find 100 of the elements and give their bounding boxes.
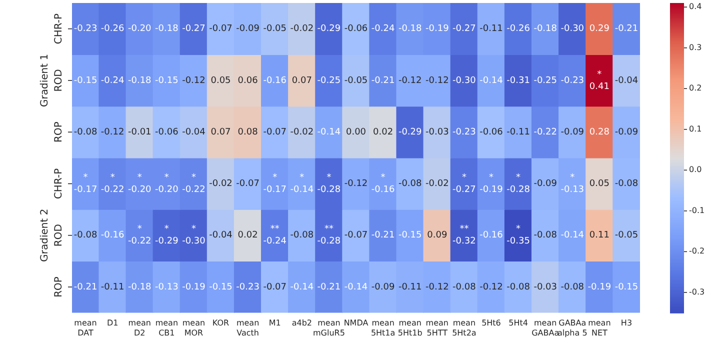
data-label: -0.08 bbox=[74, 127, 98, 138]
data-label: 0.02 bbox=[373, 127, 394, 138]
x-tick-label: mean DAT bbox=[74, 318, 97, 338]
data-label: -0.14 bbox=[344, 282, 368, 292]
data-label: -0.21 bbox=[614, 24, 638, 34]
data-label: -0.11 bbox=[506, 127, 530, 138]
data-label: -0.18 bbox=[398, 24, 422, 34]
data-label: 0.05 bbox=[210, 76, 231, 86]
data-label: -0.21 bbox=[371, 230, 395, 241]
data-label: -0.09 bbox=[614, 127, 638, 138]
data-label: -0.26 bbox=[506, 24, 530, 34]
data-label: * -0.19 bbox=[480, 173, 504, 196]
data-label: 0.02 bbox=[238, 230, 258, 241]
data-label: -0.18 bbox=[155, 24, 179, 34]
data-label: -0.19 bbox=[182, 282, 206, 292]
color-bar-label: 0.3 bbox=[689, 42, 702, 52]
color-bar-label: 0.0 bbox=[689, 165, 702, 174]
data-label: * -0.35 bbox=[506, 224, 530, 247]
data-label: -0.21 bbox=[371, 76, 395, 86]
data-label: -0.26 bbox=[100, 24, 124, 34]
x-tick-label: KOR bbox=[212, 318, 230, 328]
text: Gradient 2 bbox=[40, 208, 51, 262]
data-label: -0.19 bbox=[588, 282, 612, 292]
color-bar-label: -0.2 bbox=[689, 246, 705, 256]
x-tick-label: H3 bbox=[620, 318, 632, 328]
text: Gradient 1 bbox=[40, 54, 51, 107]
data-label: -0.07 bbox=[209, 24, 232, 34]
data-label: -0.09 bbox=[236, 24, 260, 34]
data-label: * -0.28 bbox=[506, 173, 530, 196]
data-label: 0.09 bbox=[427, 230, 448, 241]
data-label: -0.11 bbox=[398, 282, 422, 292]
x-tick-label: mean 5Ht1b bbox=[398, 318, 422, 338]
color-bar-label: -0.3 bbox=[689, 287, 705, 296]
data-label: -0.02 bbox=[209, 179, 232, 190]
color-bar-label: 0.2 bbox=[689, 84, 702, 93]
data-label: -0.07 bbox=[263, 282, 287, 292]
data-label: * -0.13 bbox=[560, 173, 584, 196]
data-label: -0.09 bbox=[534, 179, 558, 190]
data-label: -0.23 bbox=[560, 76, 584, 86]
data-label: -0.04 bbox=[182, 127, 206, 138]
data-label: -0.15 bbox=[209, 282, 232, 292]
data-label: -0.04 bbox=[614, 76, 638, 86]
x-tick-label: D1 bbox=[106, 318, 118, 328]
color-bar-label: 0.4 bbox=[689, 2, 702, 12]
data-label: -0.12 bbox=[182, 76, 206, 86]
data-label: 0.00 bbox=[346, 127, 366, 138]
data-label: -0.12 bbox=[398, 76, 422, 86]
data-label: ** -0.32 bbox=[452, 224, 476, 247]
data-label: -0.06 bbox=[155, 127, 179, 138]
data-label: -0.30 bbox=[560, 24, 584, 34]
data-label: -0.18 bbox=[128, 282, 152, 292]
color-bar-label: -0.1 bbox=[689, 206, 705, 215]
x-tick-label: NMDA bbox=[344, 318, 369, 328]
data-label: -0.05 bbox=[263, 24, 287, 34]
data-label: -0.09 bbox=[371, 282, 395, 292]
data-label: -0.27 bbox=[452, 24, 476, 34]
data-label: -0.15 bbox=[398, 230, 422, 241]
y-tick-label: CHR-P bbox=[54, 13, 65, 44]
data-label: -0.02 bbox=[290, 127, 314, 138]
y-tick-label: ROD bbox=[54, 68, 65, 92]
data-label: 0.29 bbox=[589, 24, 610, 34]
data-label: -0.11 bbox=[100, 282, 124, 292]
data-label: -0.23 bbox=[236, 282, 260, 292]
data-label: -0.22 bbox=[534, 127, 557, 138]
data-label: -0.29 bbox=[317, 24, 341, 34]
x-tick-label: GABAa alpha 5 bbox=[557, 318, 588, 338]
data-label: -0.07 bbox=[263, 127, 287, 138]
data-label: -0.15 bbox=[155, 76, 178, 86]
data-label: ** -0.28 bbox=[317, 224, 341, 247]
data-label: * -0.17 bbox=[263, 173, 287, 196]
data-label: 0.28 bbox=[589, 127, 610, 138]
data-label: -0.21 bbox=[317, 282, 341, 292]
data-label: -0.14 bbox=[317, 127, 341, 138]
data-label: -0.14 bbox=[480, 76, 504, 86]
x-tick-label: 5Ht4 bbox=[508, 318, 528, 328]
data-label: -0.12 bbox=[425, 76, 449, 86]
data-label: -0.16 bbox=[480, 230, 504, 241]
data-label: ** -0.24 bbox=[263, 224, 287, 247]
data-label: -0.06 bbox=[480, 127, 504, 138]
data-label: -0.16 bbox=[263, 76, 287, 86]
data-label: * -0.22 bbox=[128, 224, 152, 247]
data-label: -0.18 bbox=[534, 24, 558, 34]
data-label: -0.23 bbox=[74, 24, 98, 34]
data-label: * -0.20 bbox=[128, 173, 152, 196]
data-label: -0.08 bbox=[74, 230, 98, 241]
data-label: -0.05 bbox=[614, 230, 638, 241]
data-label: -0.20 bbox=[128, 24, 152, 34]
data-label: -0.15 bbox=[614, 282, 638, 292]
y-tick-label: CHR-P bbox=[54, 168, 65, 200]
data-label: -0.23 bbox=[452, 127, 476, 138]
data-label: -0.08 bbox=[290, 230, 314, 241]
data-label: -0.08 bbox=[614, 179, 638, 190]
data-label: -0.29 bbox=[398, 127, 422, 138]
x-tick-label: mean Vacth bbox=[236, 318, 260, 338]
data-label: -0.08 bbox=[534, 230, 558, 241]
data-label: -0.21 bbox=[74, 282, 98, 292]
color-bar-label: 0.1 bbox=[689, 124, 702, 134]
x-tick-label: mean 5Ht2a bbox=[452, 318, 476, 338]
x-tick-label: mean 5HTT bbox=[426, 318, 448, 338]
data-label: 0.05 bbox=[589, 179, 610, 190]
